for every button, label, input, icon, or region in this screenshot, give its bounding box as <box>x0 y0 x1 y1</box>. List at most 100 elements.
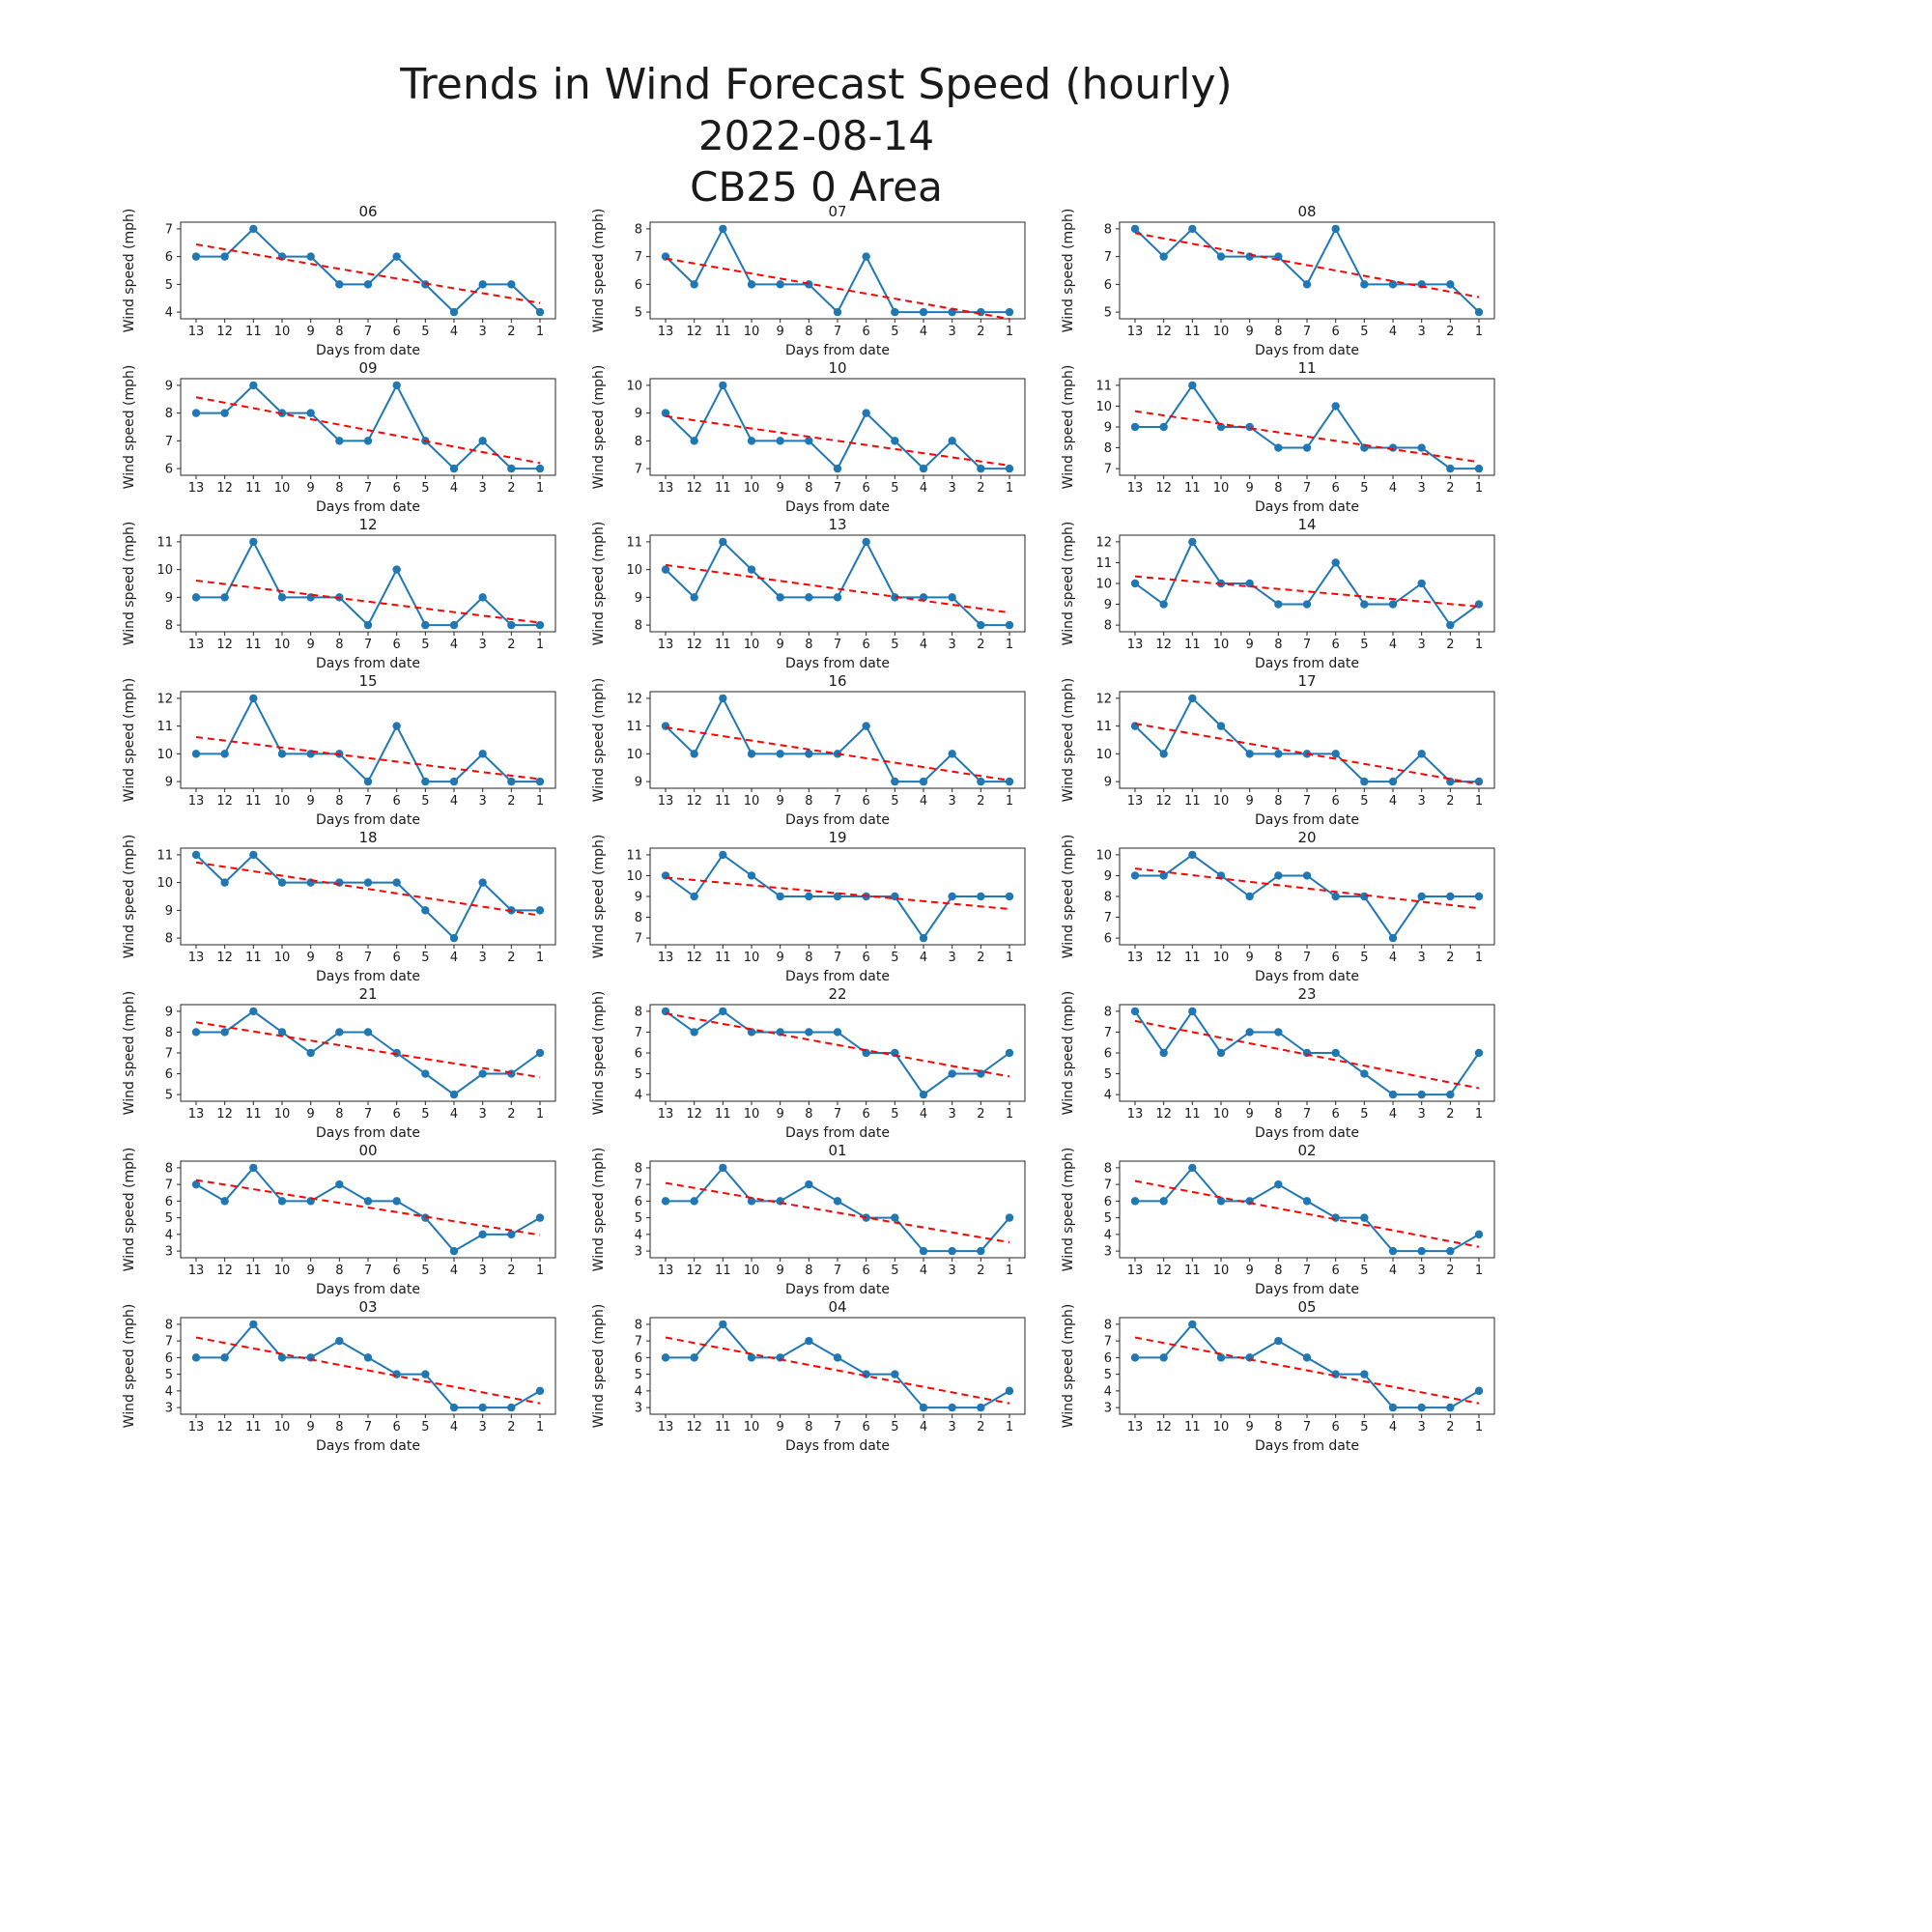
data-point <box>1331 402 1340 411</box>
x-tick-label: 11 <box>1184 794 1201 809</box>
subplot-06: 06 4 5 6 7 13 12 11 10 9 8 7 6 5 4 3 2 1 Days from date Win… <box>122 203 556 357</box>
y-tick-label: 7 <box>635 1179 642 1193</box>
y-tick-label: 5 <box>165 1368 173 1382</box>
data-point <box>1274 1336 1283 1346</box>
data-point <box>833 307 842 317</box>
plot-frame <box>649 221 1026 320</box>
plot-frame <box>649 1317 1026 1415</box>
x-tick-label: 12 <box>1155 638 1172 652</box>
x-tick-label: 13 <box>658 1107 674 1122</box>
x-tick-label: 1 <box>536 1264 544 1278</box>
y-tick-label: 4 <box>165 306 173 321</box>
data-point <box>891 593 899 602</box>
x-tick-label: 8 <box>1274 794 1282 809</box>
data-point <box>1274 750 1283 758</box>
data-point <box>1474 892 1484 901</box>
subplot-title: 07 <box>828 203 846 220</box>
x-tick-label: 8 <box>335 1264 343 1278</box>
y-tick-label: 3 <box>635 1245 642 1260</box>
data-point <box>948 1069 956 1078</box>
y-axis-label: Wind speed (mph) <box>1061 1304 1076 1429</box>
x-tick-label: 12 <box>1155 794 1172 809</box>
data-point <box>535 1048 545 1058</box>
x-tick-label: 6 <box>393 325 401 339</box>
x-tick-label: 6 <box>1332 1420 1340 1435</box>
x-tick-label: 4 <box>450 1420 458 1435</box>
data-point <box>277 1353 287 1362</box>
x-tick-label: 11 <box>245 481 262 496</box>
data-point <box>478 750 487 758</box>
x-tick-label: 9 <box>1246 325 1254 339</box>
data-point <box>1388 1090 1398 1099</box>
x-tick-label: 1 <box>536 1107 544 1122</box>
y-tick-label: 9 <box>1104 776 1112 790</box>
data-point <box>805 437 813 445</box>
x-tick-label: 9 <box>307 481 315 496</box>
data-point <box>1216 422 1226 432</box>
data-point <box>507 1403 516 1412</box>
x-tick-label: 3 <box>1418 1420 1426 1435</box>
x-tick-label: 5 <box>891 638 898 652</box>
data-point <box>507 1230 516 1239</box>
data-point <box>1474 1230 1484 1239</box>
y-tick-label: 4 <box>1104 1228 1112 1242</box>
data-point <box>948 892 956 901</box>
data-point <box>277 878 287 887</box>
subplot-08: 08 5 6 7 8 13 12 11 10 9 8 7 6 5 4 3 2 1 Days from date Win… <box>1061 203 1495 357</box>
data-point <box>1474 600 1484 609</box>
x-tick-label: 10 <box>274 638 291 652</box>
data-point <box>805 750 813 758</box>
y-tick-label: 7 <box>1104 250 1112 265</box>
data-point <box>1159 871 1168 880</box>
data-line <box>1135 853 1479 940</box>
x-tick-label: 11 <box>715 325 731 339</box>
data-point <box>191 409 201 417</box>
data-line <box>1134 226 1480 313</box>
x-tick-label: 5 <box>1360 481 1368 496</box>
x-tick-label: 7 <box>364 1420 372 1435</box>
data-point <box>1159 252 1168 261</box>
data-point <box>392 1370 401 1378</box>
x-tick-label: 12 <box>686 481 702 496</box>
data-point <box>1302 1353 1312 1362</box>
x-tick-label: 10 <box>1213 638 1230 652</box>
x-tick-label: 6 <box>393 951 401 965</box>
data-point <box>392 381 401 390</box>
x-tick-label: 1 <box>1475 481 1483 496</box>
data-point <box>862 1048 870 1058</box>
data-point <box>1417 1246 1426 1256</box>
trend-line <box>665 725 1010 781</box>
x-tick-label: 2 <box>1446 638 1454 652</box>
x-tick-label: 9 <box>307 325 315 339</box>
y-tick-label: 8 <box>165 1318 173 1332</box>
y-tick-label: 10 <box>1095 578 1112 592</box>
y-tick-label: 5 <box>635 1067 642 1082</box>
data-point <box>1245 579 1254 588</box>
x-tick-label: 2 <box>1446 481 1454 496</box>
x-tick-label: 4 <box>920 951 927 965</box>
x-tick-label: 11 <box>715 1420 731 1435</box>
x-axis-label: Days from date <box>316 1125 420 1140</box>
data-point <box>220 252 229 261</box>
x-tick-label: 11 <box>245 951 262 965</box>
data-point <box>690 1353 698 1362</box>
y-axis-label: Wind speed (mph) <box>122 209 137 333</box>
data-point <box>919 593 928 602</box>
data-point <box>392 1197 401 1206</box>
x-tick-label: 4 <box>920 1420 927 1435</box>
x-tick-label: 11 <box>245 1420 262 1435</box>
x-tick-label: 2 <box>1446 794 1454 809</box>
y-axis-label: Wind speed (mph) <box>591 991 607 1116</box>
x-tick-label: 9 <box>307 638 315 652</box>
x-tick-label: 11 <box>715 1107 731 1122</box>
data-point <box>306 409 315 417</box>
x-tick-label: 7 <box>834 951 841 965</box>
y-tick-label: 8 <box>165 1026 173 1040</box>
trend-line <box>1134 232 1480 298</box>
x-axis-label: Days from date <box>785 499 890 514</box>
plot-frame <box>180 847 556 946</box>
data-point <box>249 1320 258 1329</box>
x-tick-label: 8 <box>805 638 812 652</box>
data-point <box>335 437 344 445</box>
x-tick-label: 6 <box>863 481 870 496</box>
